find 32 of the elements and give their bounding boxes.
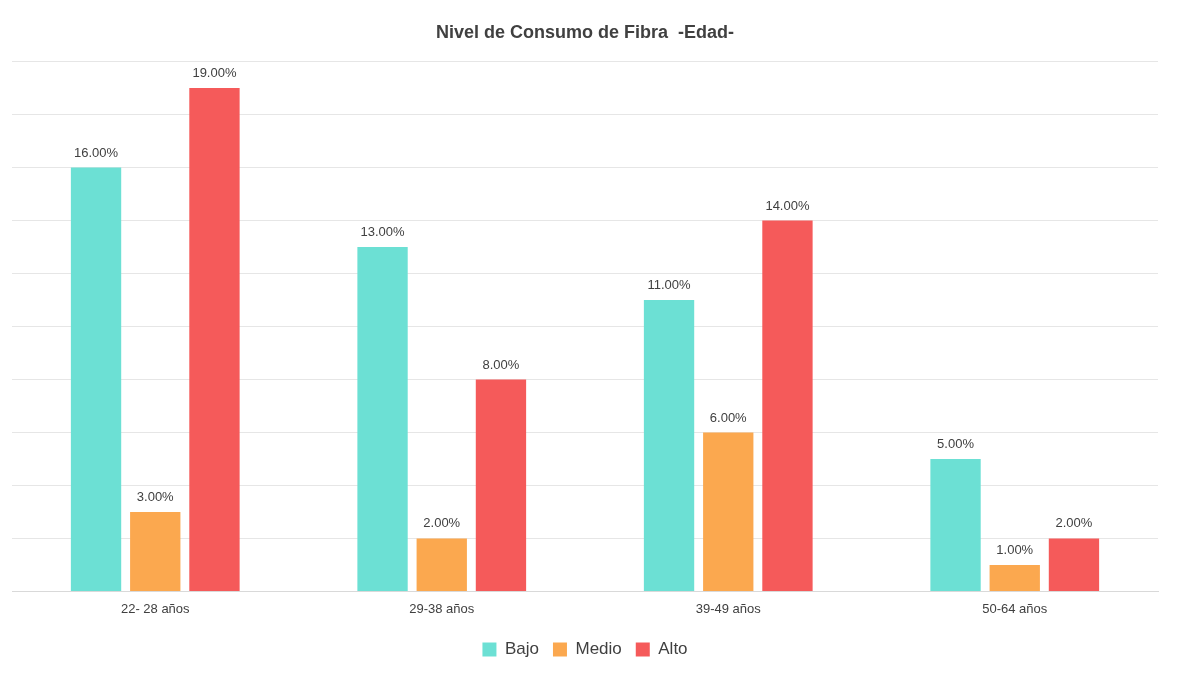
bar bbox=[130, 511, 181, 591]
data-label: 11.00% bbox=[647, 277, 692, 293]
data-label: 1.00% bbox=[996, 541, 1034, 557]
x-tick-label: 39-49 años bbox=[695, 600, 762, 616]
x-tick-label: 22- 28 años bbox=[120, 600, 191, 616]
chart-title: Nivel de Consumo de Fibra -Edad- bbox=[435, 21, 735, 42]
bar bbox=[762, 220, 813, 591]
data-label: 2.00% bbox=[1055, 515, 1093, 531]
data-label: 6.00% bbox=[709, 409, 748, 425]
data-label: 8.00% bbox=[482, 356, 520, 372]
data-label: 16.00% bbox=[73, 144, 119, 160]
bar bbox=[189, 88, 240, 591]
bar bbox=[989, 564, 1040, 591]
x-tick-label: 29-38 años bbox=[409, 600, 475, 616]
legend-label: Medio bbox=[575, 639, 622, 659]
data-label: 3.00% bbox=[136, 489, 175, 505]
bar bbox=[643, 300, 695, 591]
data-label: 5.00% bbox=[937, 436, 975, 452]
data-label: 13.00% bbox=[360, 224, 406, 240]
bar bbox=[475, 379, 527, 591]
bar bbox=[70, 167, 122, 591]
data-label: 19.00% bbox=[192, 65, 237, 81]
bar bbox=[416, 538, 467, 591]
data-label: 2.00% bbox=[423, 515, 461, 531]
legend-label: Bajo bbox=[504, 639, 539, 659]
bar bbox=[930, 458, 981, 591]
bar bbox=[357, 247, 408, 591]
data-label: 14.00% bbox=[765, 197, 810, 213]
bar bbox=[1048, 538, 1100, 591]
x-tick-label: 50-64 años bbox=[982, 600, 1048, 616]
legend-label: Alto bbox=[658, 639, 688, 659]
bar bbox=[703, 432, 754, 591]
